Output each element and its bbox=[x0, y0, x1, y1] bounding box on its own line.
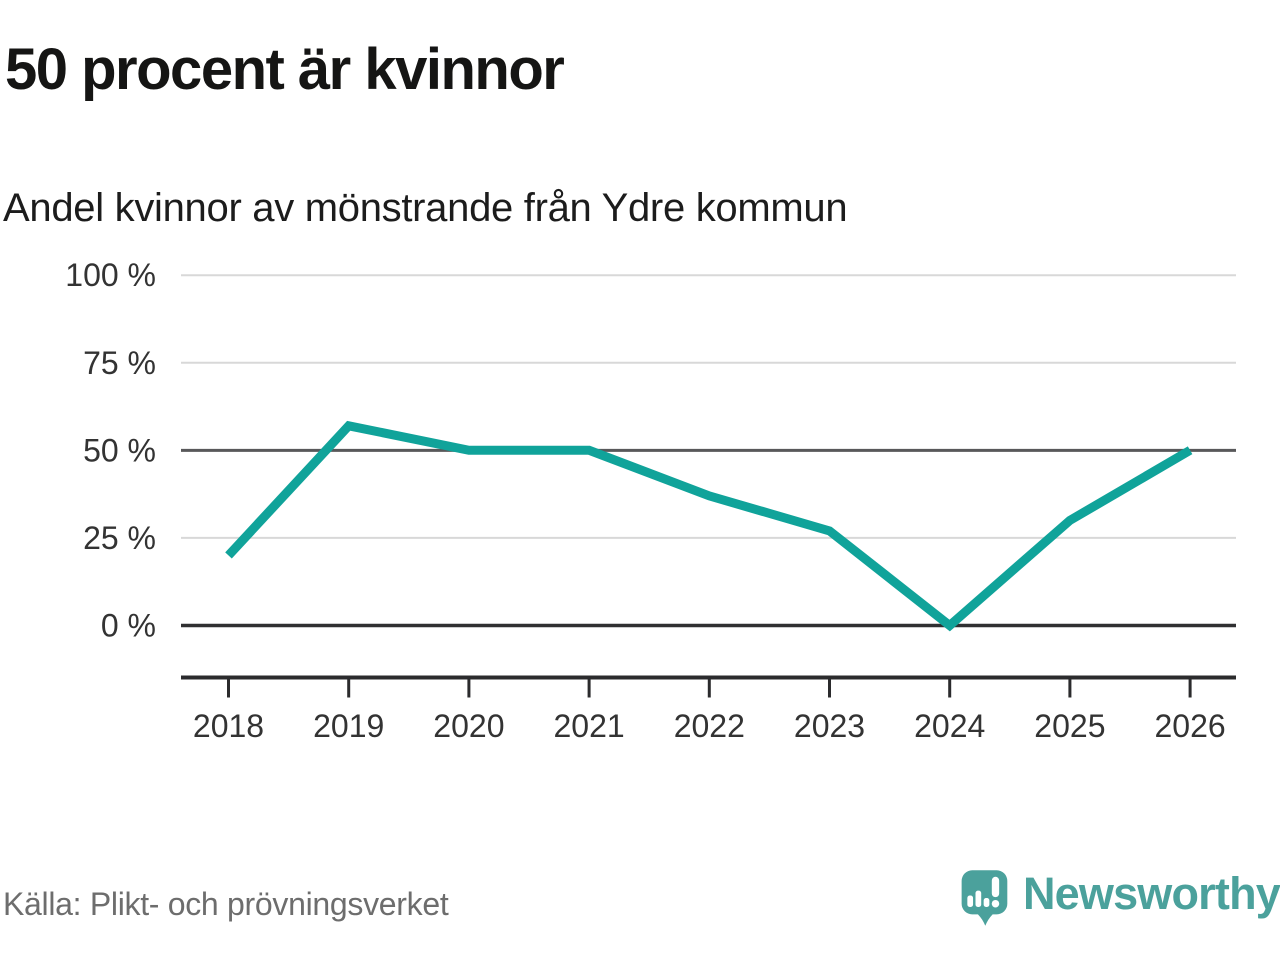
page-title: 50 procent är kvinnor bbox=[5, 37, 565, 102]
chart-svg: 100 % 75 % 50 % 25 % 0 % 2018 2019 2020 2021 2022… bbox=[65, 257, 1236, 744]
newsworthy-wordmark: Newsworthy bbox=[1022, 868, 1280, 919]
page-subtitle: Andel kvinnor av mönstrande från Ydre ko… bbox=[3, 186, 848, 230]
y-tick-label: 25 % bbox=[83, 520, 156, 556]
x-tick-label: 2023 bbox=[794, 708, 865, 744]
data-line bbox=[225, 420, 1193, 632]
y-tick-label: 100 % bbox=[65, 257, 156, 293]
line-chart: 100 % 75 % 50 % 25 % 0 % 2018 2019 2020 2021 2022… bbox=[0, 250, 1280, 760]
newsworthy-logo-icon bbox=[961, 870, 1008, 926]
x-tick-label: 2018 bbox=[193, 708, 264, 744]
y-tick-label: 75 % bbox=[83, 345, 156, 381]
y-tick-label: 50 % bbox=[83, 432, 156, 468]
x-tick-label: 2025 bbox=[1034, 708, 1105, 744]
newsworthy-logo: Newsworthy bbox=[960, 858, 1280, 938]
x-tick-label: 2021 bbox=[554, 708, 625, 744]
x-tick-label: 2024 bbox=[914, 708, 985, 744]
x-tick-label: 2022 bbox=[674, 708, 745, 744]
x-tick-label: 2026 bbox=[1155, 708, 1226, 744]
x-tick-label: 2020 bbox=[433, 708, 504, 744]
x-tick-label: 2019 bbox=[313, 708, 384, 744]
y-tick-label: 0 % bbox=[101, 608, 156, 644]
source-text: Källa: Plikt- och prövningsverket bbox=[3, 886, 449, 922]
